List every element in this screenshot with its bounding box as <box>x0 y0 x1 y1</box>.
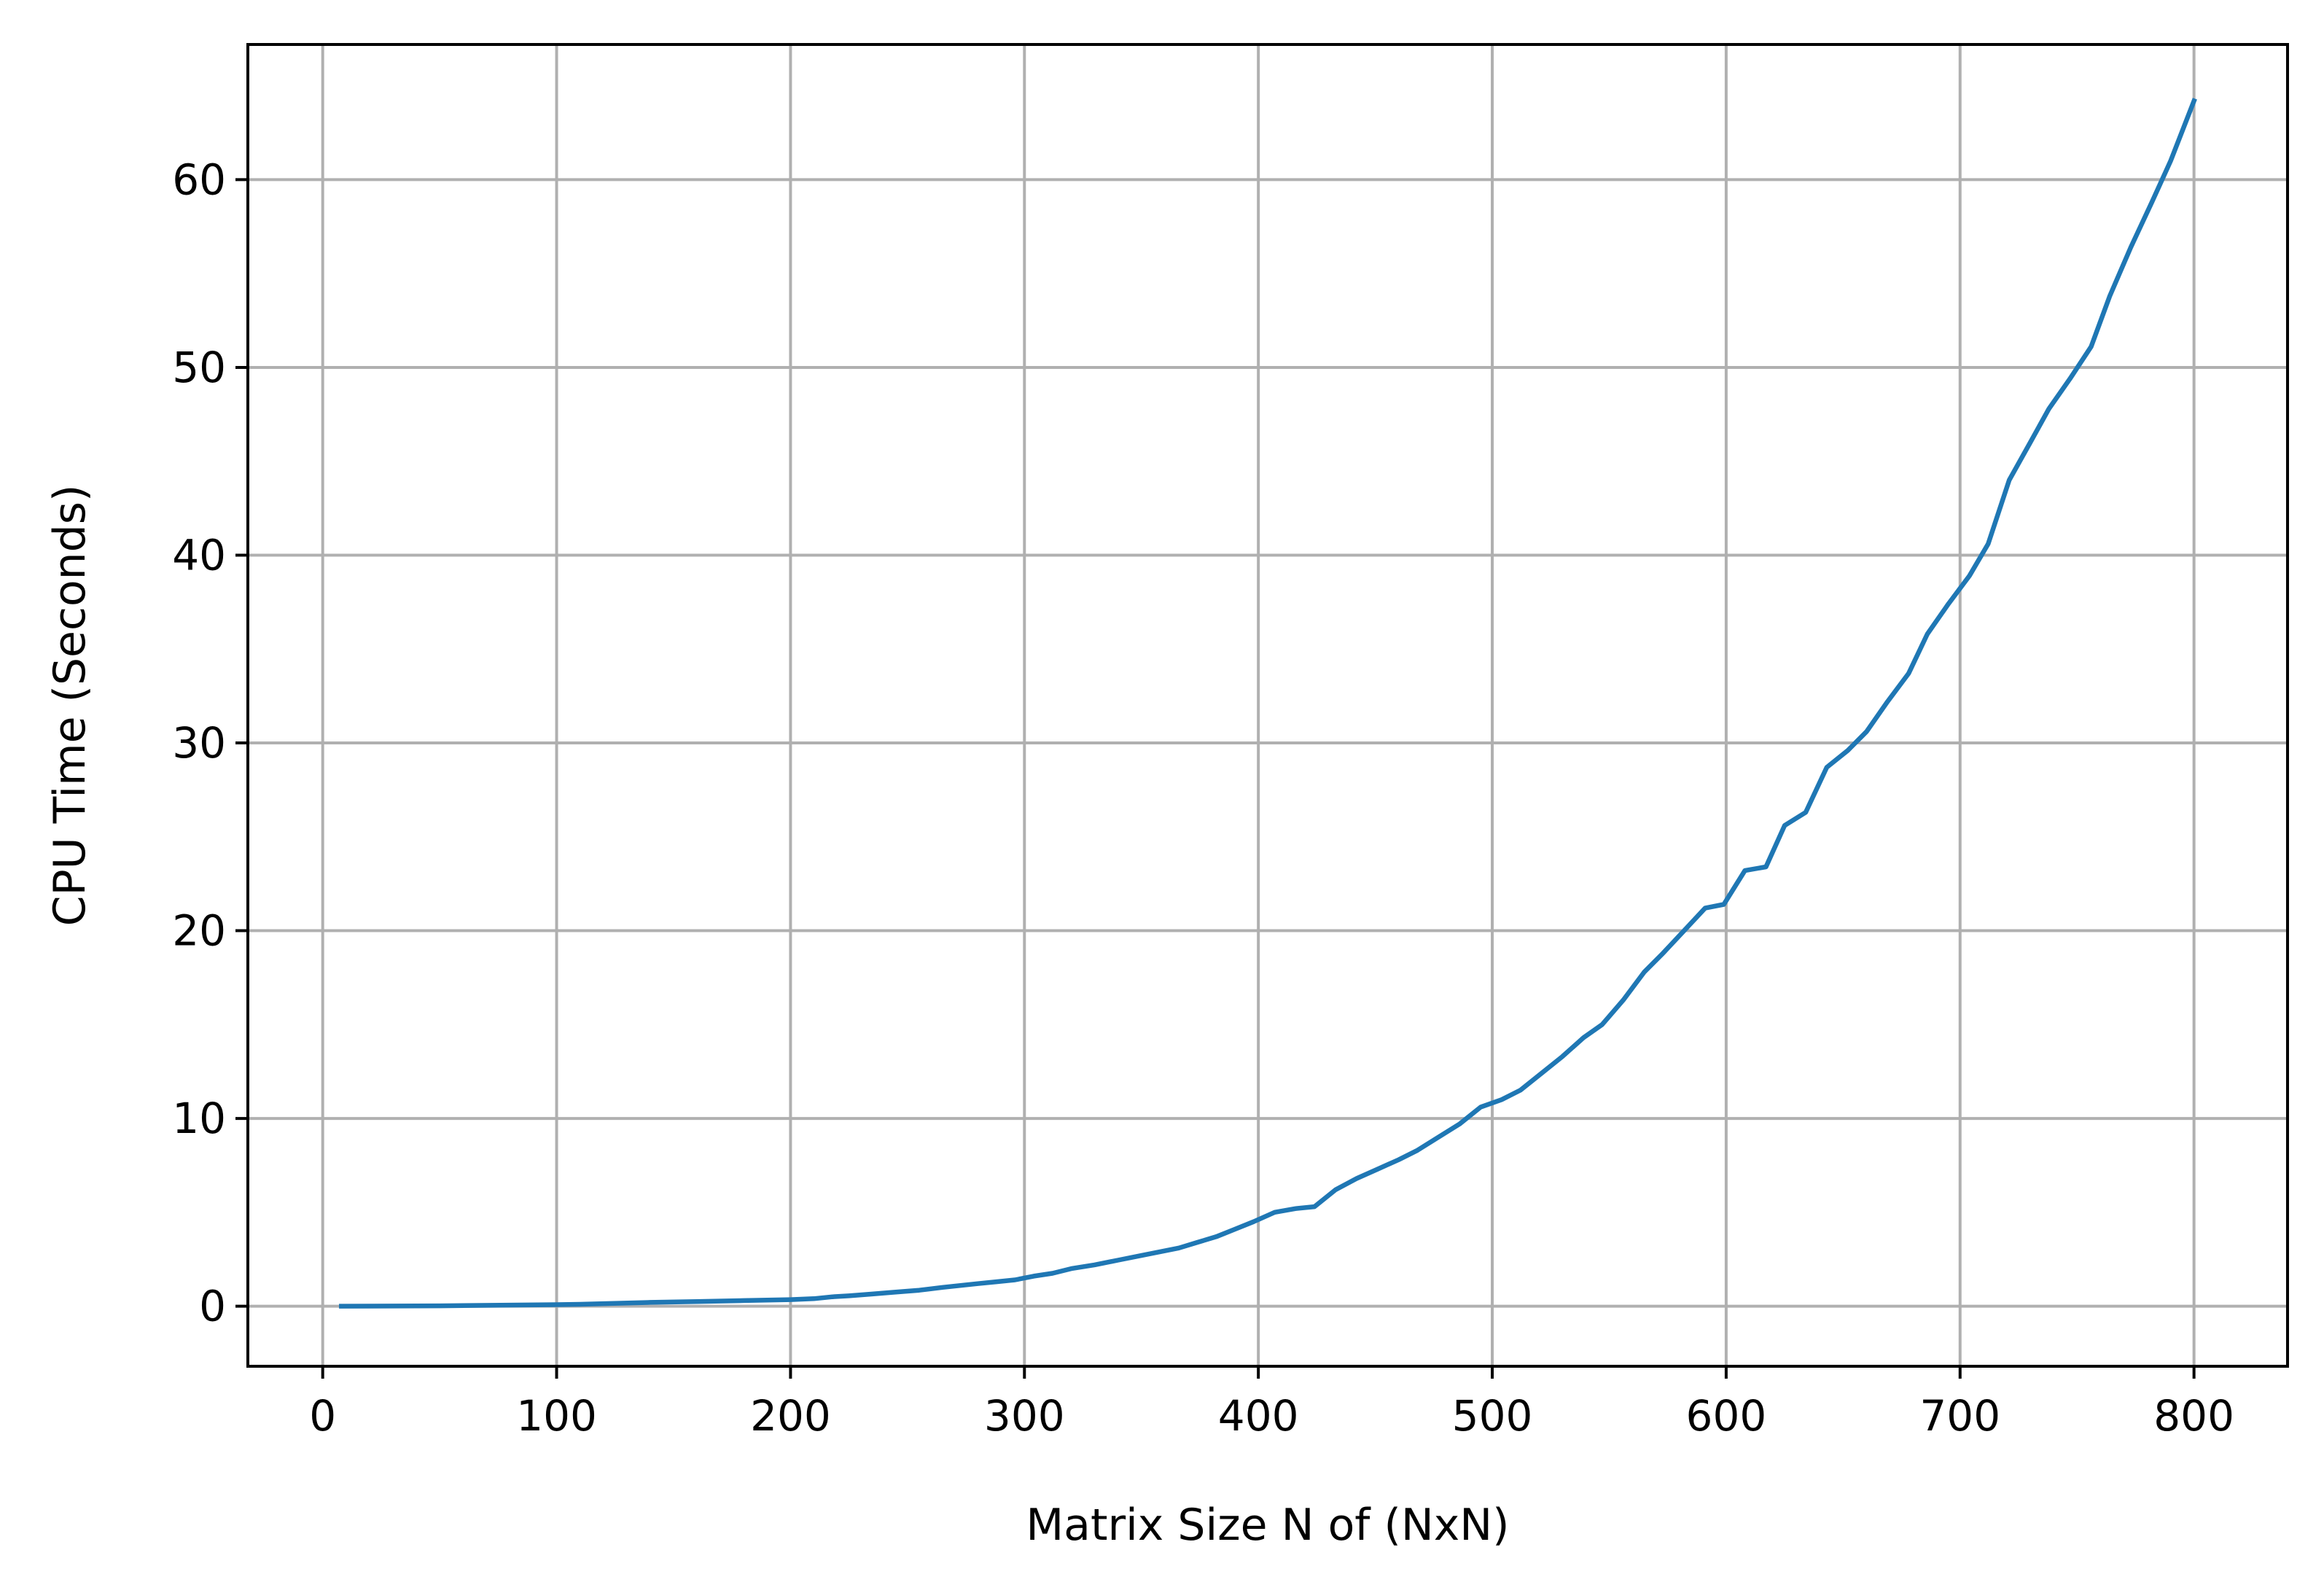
y-axis-label: CPU Time (Seconds) <box>44 485 95 927</box>
x-tick-label: 0 <box>309 1391 336 1441</box>
y-tick-label: 30 <box>172 718 226 768</box>
x-tick-label: 100 <box>516 1391 597 1441</box>
x-axis-label: Matrix Size N of (NxN) <box>1026 1500 1509 1551</box>
y-axis-ticks: 0 10 20 30 40 50 60 <box>172 155 248 1331</box>
y-tick-label: 10 <box>172 1094 226 1143</box>
x-tick-label: 200 <box>750 1391 831 1441</box>
x-tick-label: 600 <box>1686 1391 1767 1441</box>
y-tick-label: 40 <box>172 530 226 580</box>
y-tick-label: 60 <box>172 155 226 204</box>
series-lines <box>339 98 2197 1309</box>
y-tick-label: 50 <box>172 343 226 392</box>
x-tick-label: 300 <box>984 1391 1065 1441</box>
series-line <box>339 98 2197 1309</box>
y-tick-label: 0 <box>199 1282 226 1331</box>
x-axis-ticks: 0 100 200 300 400 500 600 700 800 <box>309 1366 2234 1441</box>
x-tick-label: 500 <box>1452 1391 1533 1441</box>
plot-frame <box>246 43 2289 1368</box>
y-tick-label: 20 <box>172 906 226 956</box>
x-tick-label: 800 <box>2153 1391 2234 1441</box>
x-tick-label: 700 <box>1919 1391 2000 1441</box>
grid-lines <box>248 44 2288 1366</box>
x-tick-label: 400 <box>1218 1391 1299 1441</box>
